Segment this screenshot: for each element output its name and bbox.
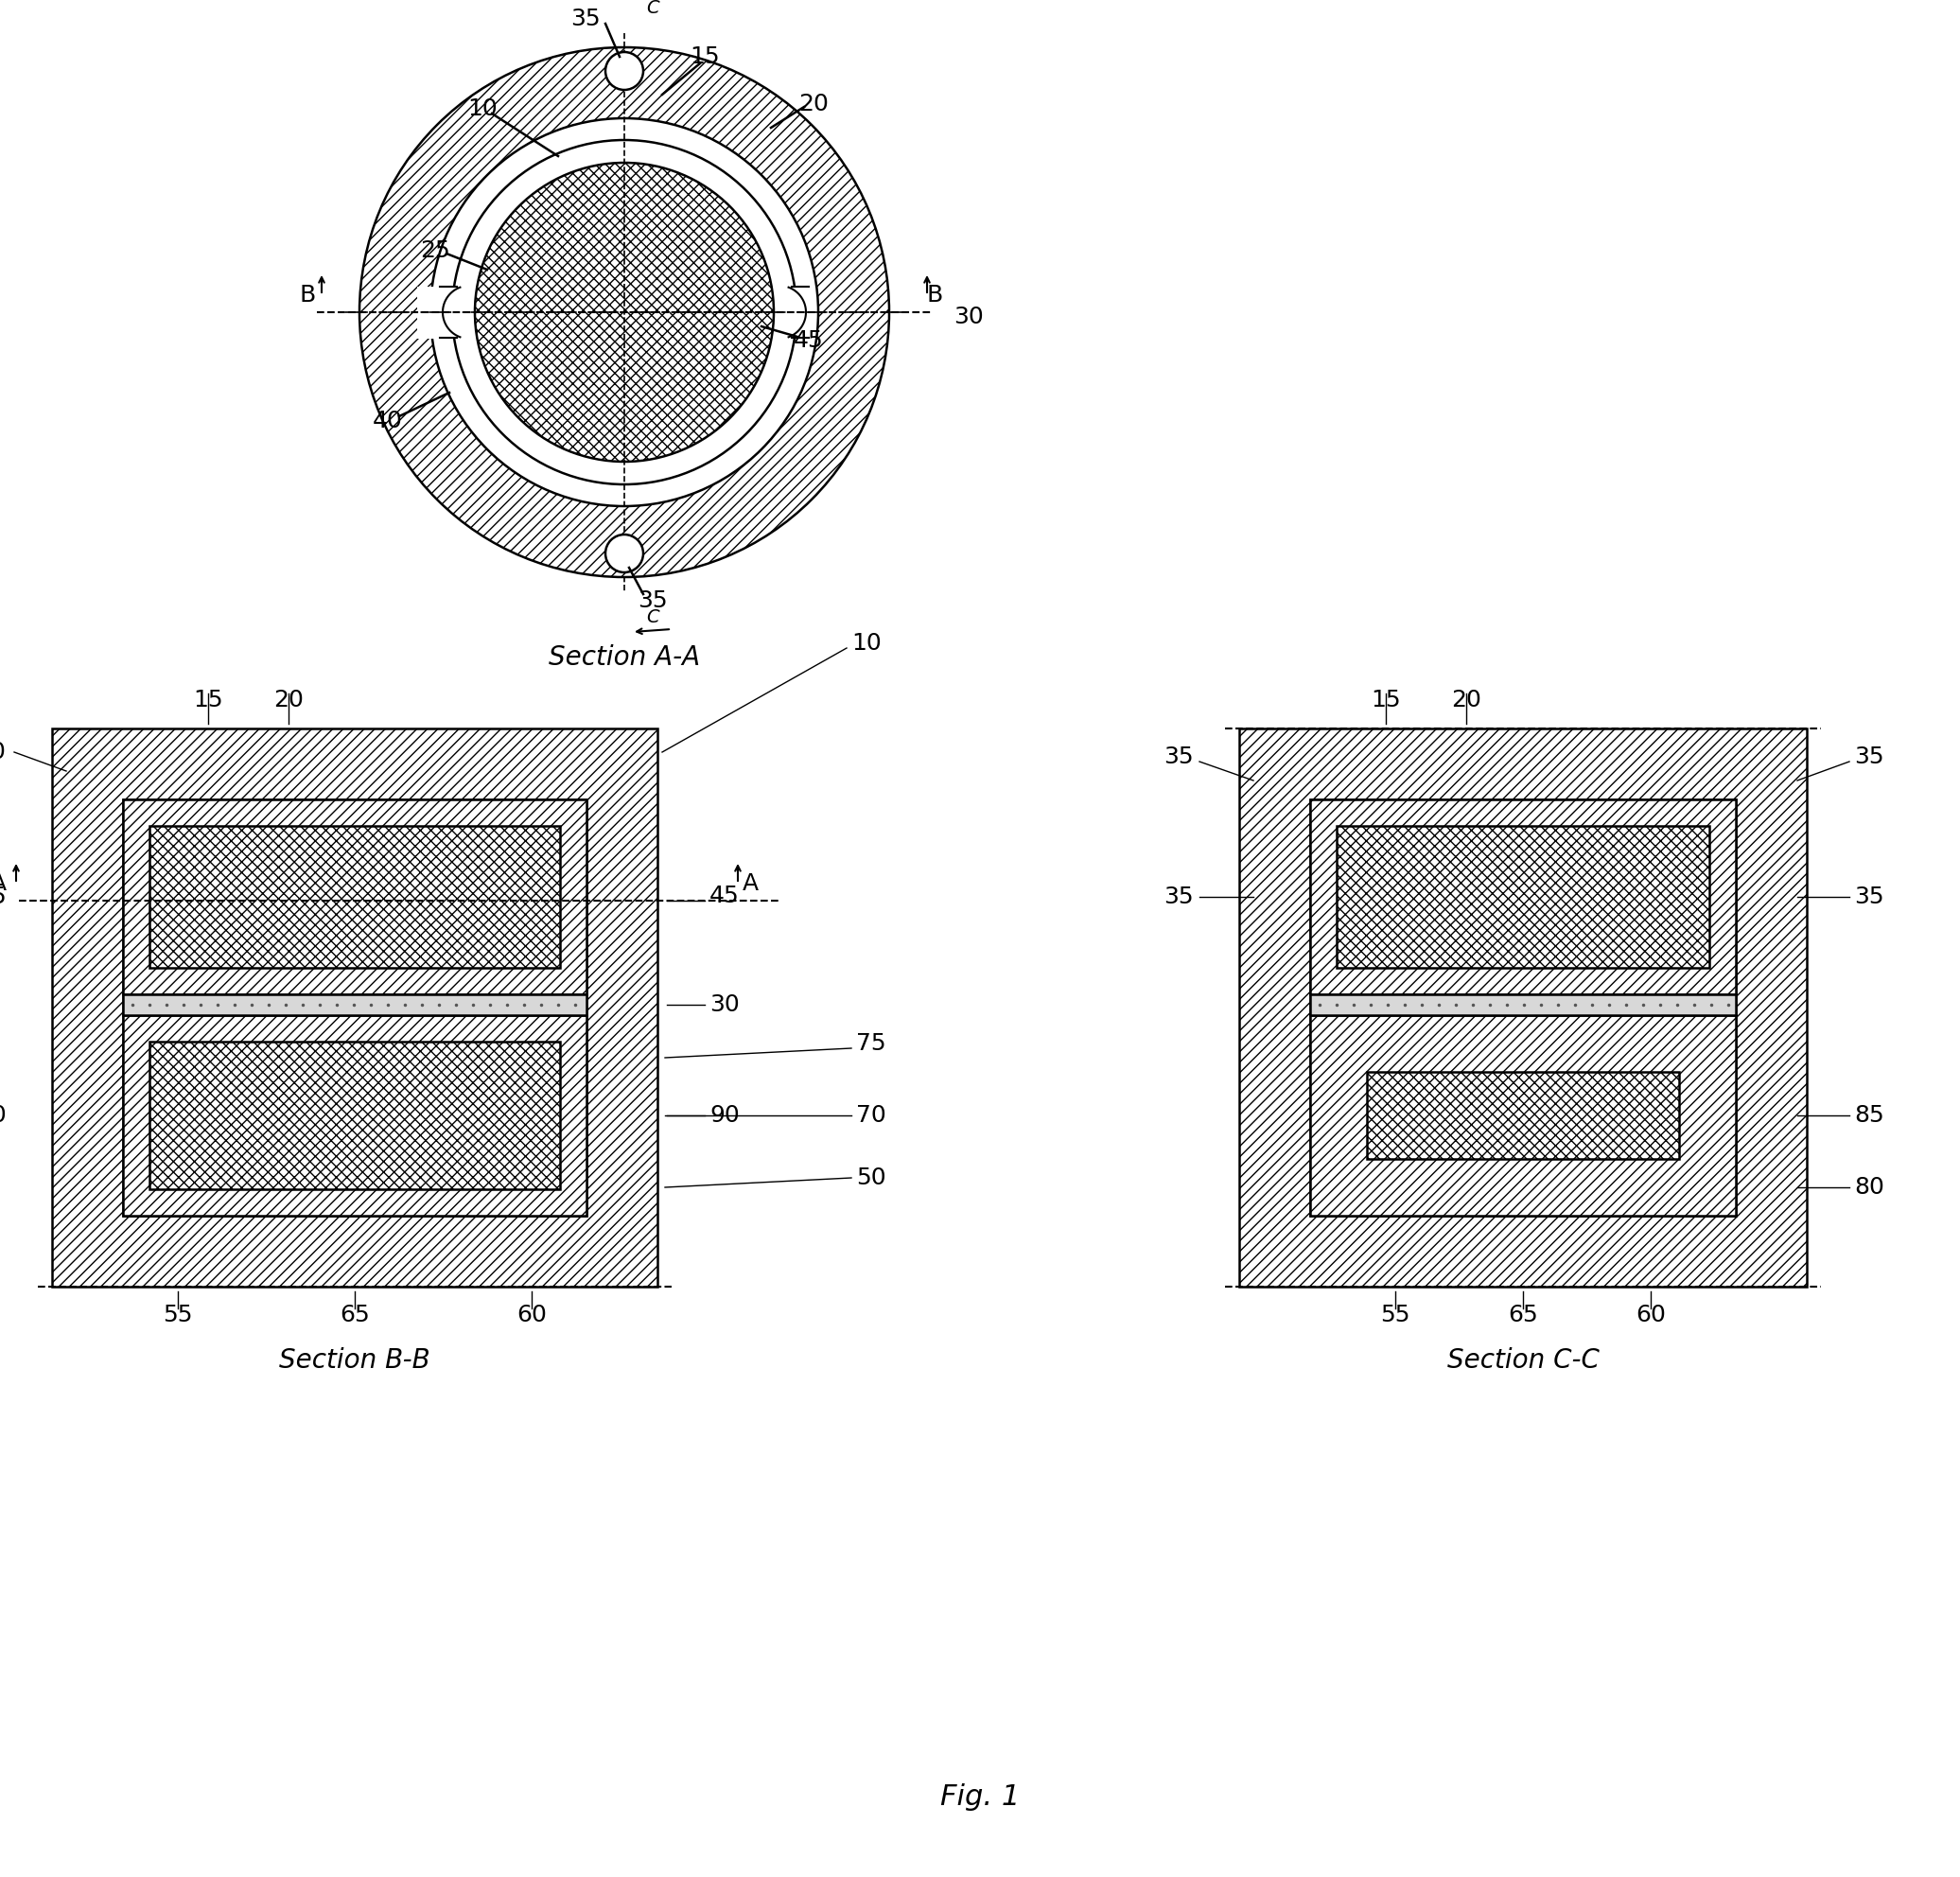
Text: 55: 55	[163, 1305, 192, 1327]
Bar	[123, 995, 586, 1015]
Text: B: B	[300, 283, 316, 306]
Text: C: C	[647, 608, 659, 625]
Text: 15: 15	[1370, 689, 1401, 711]
Bar	[53, 728, 657, 1286]
Text: 40: 40	[372, 409, 404, 432]
Text: 45: 45	[794, 328, 823, 353]
Text: 70: 70	[857, 1104, 886, 1126]
Text: 20: 20	[274, 689, 304, 711]
Bar	[1309, 995, 1737, 1015]
Text: 30: 30	[710, 993, 739, 1015]
Text: 25: 25	[0, 886, 6, 908]
Text: 35: 35	[1854, 745, 1884, 768]
Text: 75: 75	[857, 1032, 886, 1055]
Circle shape	[606, 53, 643, 90]
Bar	[1239, 728, 1807, 1286]
Circle shape	[474, 163, 774, 462]
Circle shape	[431, 118, 817, 507]
Bar	[123, 800, 586, 1216]
Text: 20: 20	[1450, 689, 1482, 711]
Text: 55: 55	[1380, 1305, 1409, 1327]
Text: 60: 60	[1635, 1305, 1666, 1327]
Text: 25: 25	[419, 240, 451, 263]
Text: 90: 90	[710, 1104, 739, 1126]
Bar	[1337, 826, 1709, 969]
Text: 65: 65	[1507, 1305, 1539, 1327]
Text: 20: 20	[798, 92, 829, 114]
Bar	[1309, 800, 1737, 1216]
Bar	[417, 287, 457, 338]
Bar	[776, 287, 811, 338]
Text: 10: 10	[466, 98, 498, 120]
Text: 35: 35	[1164, 745, 1194, 768]
Text: A: A	[743, 873, 759, 895]
Bar	[123, 800, 586, 995]
Text: 65: 65	[339, 1305, 370, 1327]
Circle shape	[606, 535, 643, 572]
Text: B: B	[927, 283, 943, 306]
Text: A: A	[0, 873, 6, 895]
Text: 50: 50	[857, 1166, 886, 1190]
Text: 35: 35	[570, 8, 600, 30]
Text: 85: 85	[1854, 1104, 1884, 1126]
Text: 15: 15	[690, 45, 719, 68]
Bar	[1309, 1015, 1737, 1216]
Text: 90: 90	[0, 1104, 6, 1126]
Text: 40: 40	[0, 741, 6, 764]
Text: Section B-B: Section B-B	[278, 1348, 431, 1374]
Text: 30: 30	[953, 306, 984, 328]
Circle shape	[453, 141, 796, 484]
Text: Section A-A: Section A-A	[549, 644, 700, 670]
Text: 15: 15	[194, 689, 223, 711]
Text: Section C-C: Section C-C	[1446, 1348, 1599, 1374]
Text: 35: 35	[1854, 886, 1884, 908]
Text: 35: 35	[637, 589, 668, 612]
Bar	[149, 826, 561, 969]
Text: 45: 45	[710, 884, 739, 907]
Bar	[1309, 800, 1737, 995]
Text: 80: 80	[1854, 1177, 1884, 1199]
Text: Fig. 1: Fig. 1	[941, 1783, 1019, 1811]
Text: 10: 10	[851, 633, 882, 655]
Circle shape	[359, 47, 890, 576]
Text: 35: 35	[1164, 886, 1194, 908]
Bar	[1366, 1072, 1680, 1158]
Bar	[123, 1015, 586, 1216]
Bar	[149, 1042, 561, 1190]
Bar	[437, 287, 472, 338]
Text: 60: 60	[517, 1305, 547, 1327]
Text: C: C	[647, 0, 659, 17]
